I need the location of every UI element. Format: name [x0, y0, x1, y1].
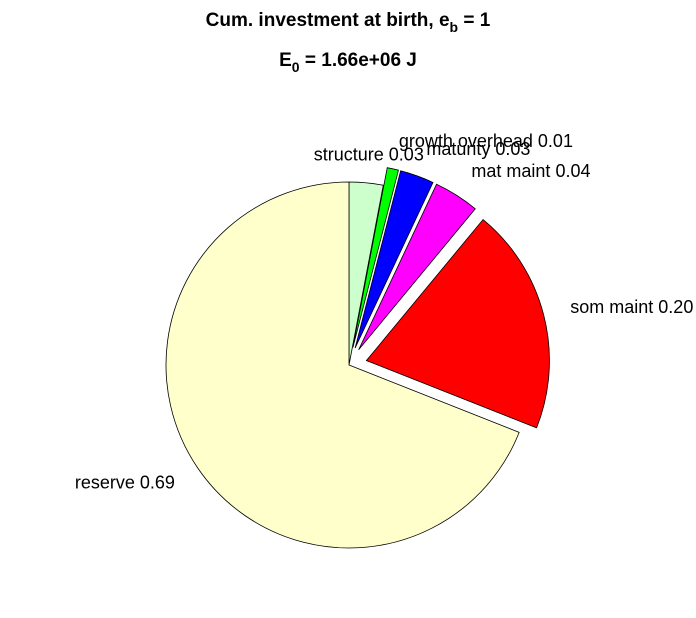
slice-name: maturity [426, 139, 490, 159]
slice-label: growth overhead 0.01 [399, 131, 573, 151]
slice-label: structure 0.03 [314, 144, 424, 164]
slice-value: 0.04 [555, 161, 590, 181]
pie-slice [358, 183, 476, 351]
slice-name: reserve [75, 472, 135, 492]
slice-name: structure [314, 144, 384, 164]
slice-label: som maint 0.20 [570, 297, 693, 317]
pie-slice [365, 218, 550, 429]
slice-name: growth overhead [399, 131, 533, 151]
slice-value: 0.20 [658, 297, 693, 317]
slice-label: mat maint 0.04 [471, 161, 590, 181]
pie-slice [354, 170, 434, 349]
slice-name: mat maint [471, 161, 550, 181]
pie-slice [352, 167, 399, 348]
slice-value: 0.69 [140, 472, 175, 492]
slice-label: reserve 0.69 [75, 472, 175, 492]
slice-value: 0.03 [495, 139, 530, 159]
slice-value: 0.01 [538, 131, 573, 151]
slice-value: 0.03 [389, 144, 424, 164]
pie-slice [165, 181, 520, 549]
chart-subtitle: E0 = 1.66e+06 J [279, 50, 417, 75]
slice-label: maturity 0.03 [426, 139, 530, 159]
slice-name: som maint [570, 297, 653, 317]
chart-title: Cum. investment at birth, eb = 1 [206, 10, 491, 35]
